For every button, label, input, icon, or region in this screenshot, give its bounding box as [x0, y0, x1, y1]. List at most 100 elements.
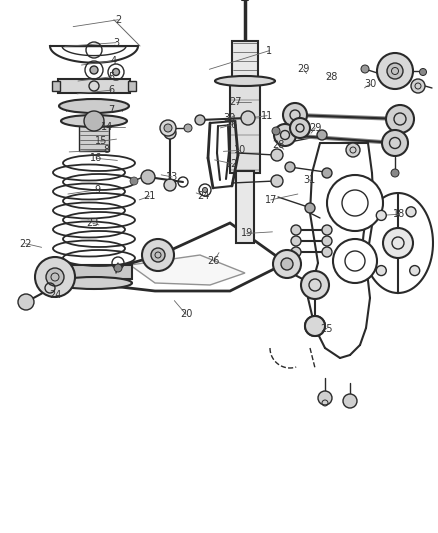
Text: 13: 13	[166, 172, 178, 182]
Circle shape	[113, 69, 120, 76]
Text: 9: 9	[94, 185, 100, 195]
Text: 16: 16	[226, 120, 238, 130]
Circle shape	[160, 120, 176, 136]
Text: 24: 24	[198, 191, 210, 200]
Text: 12: 12	[226, 159, 238, 168]
Text: 21: 21	[144, 191, 156, 201]
Circle shape	[361, 65, 369, 73]
Circle shape	[343, 394, 357, 408]
Text: 2: 2	[115, 15, 121, 25]
Text: 5: 5	[109, 72, 115, 82]
Text: 23: 23	[87, 219, 99, 228]
Circle shape	[184, 124, 192, 132]
Text: 18: 18	[392, 209, 405, 219]
Text: 4: 4	[111, 56, 117, 66]
Text: 1: 1	[266, 46, 272, 55]
Circle shape	[322, 247, 332, 257]
Circle shape	[376, 211, 386, 221]
Bar	[232, 41, 258, 81]
Circle shape	[305, 316, 325, 336]
Circle shape	[90, 66, 98, 74]
Circle shape	[322, 168, 332, 178]
Text: 22: 22	[19, 239, 32, 248]
Circle shape	[333, 239, 377, 283]
Circle shape	[273, 250, 301, 278]
Text: 28: 28	[325, 72, 337, 82]
Text: 30: 30	[223, 114, 235, 123]
Circle shape	[241, 111, 255, 125]
Circle shape	[406, 207, 416, 217]
Circle shape	[411, 79, 425, 93]
Circle shape	[46, 268, 64, 286]
Circle shape	[390, 74, 400, 84]
Circle shape	[317, 130, 327, 140]
Text: 8: 8	[103, 146, 110, 155]
Bar	[58, 79, 130, 93]
Text: 10: 10	[234, 146, 246, 155]
Circle shape	[290, 118, 310, 138]
Circle shape	[301, 271, 329, 299]
Text: 11: 11	[261, 111, 273, 120]
Text: 28: 28	[272, 140, 284, 150]
Bar	[230, 81, 260, 173]
Circle shape	[271, 175, 283, 187]
Text: 15: 15	[95, 136, 107, 146]
Circle shape	[274, 124, 296, 146]
Circle shape	[305, 316, 325, 336]
Circle shape	[35, 257, 75, 297]
Circle shape	[410, 265, 420, 276]
Text: 19: 19	[240, 229, 253, 238]
Circle shape	[141, 170, 155, 184]
Ellipse shape	[215, 76, 275, 86]
Circle shape	[164, 127, 176, 139]
Circle shape	[391, 169, 399, 177]
Bar	[52, 81, 60, 91]
Circle shape	[283, 103, 307, 127]
Bar	[128, 81, 136, 91]
Circle shape	[142, 239, 174, 271]
Circle shape	[382, 130, 408, 156]
Text: 20: 20	[180, 310, 192, 319]
Text: 14: 14	[101, 122, 113, 132]
Circle shape	[281, 258, 293, 270]
Circle shape	[202, 188, 208, 192]
Circle shape	[285, 162, 295, 172]
Circle shape	[272, 127, 280, 135]
Circle shape	[386, 105, 414, 133]
Circle shape	[318, 391, 332, 405]
Circle shape	[322, 225, 332, 235]
Bar	[79, 123, 109, 151]
Text: 29: 29	[309, 123, 321, 133]
Circle shape	[376, 265, 386, 276]
Circle shape	[291, 247, 301, 257]
Circle shape	[164, 124, 172, 132]
Circle shape	[130, 177, 138, 185]
Circle shape	[271, 149, 283, 161]
Circle shape	[164, 179, 176, 191]
Text: 31: 31	[303, 175, 315, 184]
Bar	[56, 265, 132, 279]
Circle shape	[383, 228, 413, 258]
Circle shape	[195, 115, 205, 125]
Ellipse shape	[59, 99, 129, 113]
Text: 6: 6	[109, 85, 115, 95]
Circle shape	[346, 143, 360, 157]
Text: 27: 27	[230, 98, 242, 107]
Polygon shape	[130, 255, 245, 285]
Bar	[236, 171, 254, 243]
Text: 17: 17	[265, 195, 277, 205]
Text: 3: 3	[113, 38, 119, 47]
Text: 30: 30	[364, 79, 376, 89]
Text: 24: 24	[49, 290, 62, 300]
Circle shape	[377, 53, 413, 89]
Circle shape	[322, 236, 332, 246]
Circle shape	[387, 63, 403, 79]
Circle shape	[327, 175, 383, 231]
Circle shape	[114, 264, 122, 272]
Text: 7: 7	[109, 106, 115, 115]
Ellipse shape	[56, 277, 132, 289]
Circle shape	[291, 225, 301, 235]
Circle shape	[420, 69, 427, 76]
Ellipse shape	[61, 115, 127, 127]
Circle shape	[18, 294, 34, 310]
